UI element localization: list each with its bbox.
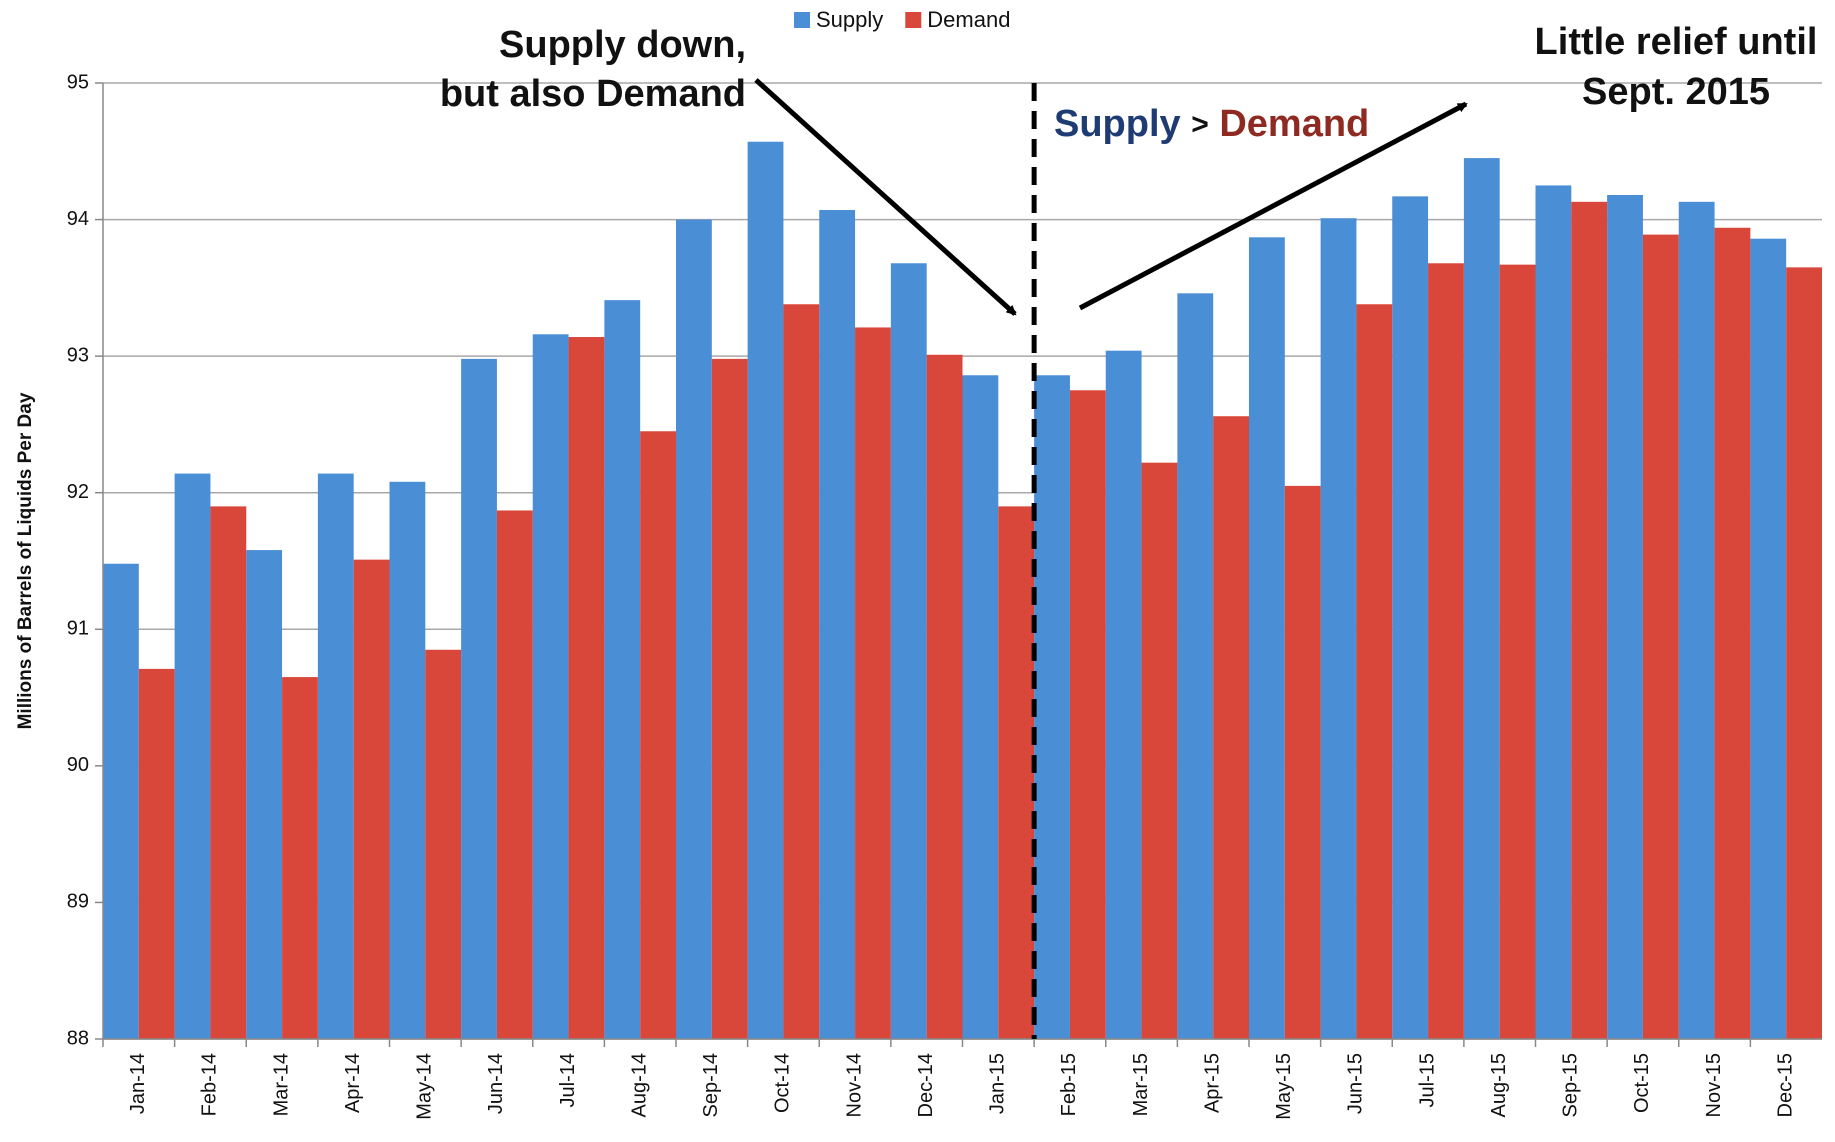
x-tick-label: Jun-15 [1345,1053,1367,1114]
bar [246,550,283,1039]
bar [1607,194,1643,1039]
y-tick-label: 93 [67,344,89,366]
legend-swatch [905,12,922,28]
annotation-part: Demand [1219,103,1369,145]
y-axis-title: Millions of Barrels of Liquids Per Day [15,392,36,729]
bar [1249,237,1285,1040]
bar [353,559,390,1039]
bar [103,563,139,1039]
legend-label: Supply [816,7,883,32]
bar [568,337,605,1040]
x-tick-label: Mar-14 [270,1053,292,1116]
x-tick-label: Sep-14 [700,1053,722,1118]
bar [998,506,1035,1039]
x-tick-label: Aug-14 [628,1053,650,1118]
bar [317,473,354,1039]
bar [1571,201,1608,1039]
bar [1786,267,1822,1039]
x-tick-label: Feb-14 [199,1053,221,1116]
bar [747,141,784,1039]
x-tick-label: Jan-15 [987,1053,1009,1114]
bar [461,358,497,1040]
x-tick-label: Oct-14 [772,1053,794,1113]
bar [604,300,641,1039]
arrow [754,78,1017,316]
bar [174,473,211,1039]
bar [282,677,318,1039]
bar [1320,218,1357,1040]
bar [819,210,856,1040]
bar [855,327,891,1039]
y-tick-label: 95 [67,71,89,93]
x-tick-label: Jan-14 [127,1053,149,1114]
bar [1284,485,1321,1039]
x-tick-label: Apr-15 [1201,1053,1223,1113]
bar [676,219,712,1040]
y-tick-label: 89 [67,891,89,913]
x-tick-label: Jun-14 [485,1053,507,1114]
x-tick-label: Jul-14 [557,1053,579,1107]
plot-area: 88 89 90 91 92 93 94 95 Jan-14 Feb-14 Mar-14 Apr-14… [67,71,1822,1120]
annotation: Sept. 2015 [1582,71,1770,113]
legend-label: Demand [927,7,1010,32]
bar [1714,227,1751,1039]
bar [1392,196,1429,1040]
bar [1213,416,1249,1040]
bar [640,431,676,1039]
bar [425,649,462,1039]
bar [1678,201,1715,1039]
y-tick-label: 92 [67,481,89,503]
x-tick-label: Nov-15 [1703,1053,1725,1117]
bar [532,334,569,1039]
x-tick-label: May-15 [1273,1053,1295,1120]
annotation-part: > [1191,108,1209,141]
bar [1034,375,1070,1040]
bar [1356,304,1393,1039]
bar [1177,293,1214,1039]
bar [783,304,820,1039]
y-tick-label: 90 [67,754,89,776]
x-tick-label: Nov-14 [843,1053,865,1117]
bar [1499,264,1536,1039]
bar [389,481,426,1039]
y-tick-label: 88 [67,1027,89,1049]
y-tick-label: 94 [67,208,89,230]
bar [1642,234,1679,1039]
x-tick-label: Sep-15 [1560,1053,1582,1118]
bar [210,506,247,1039]
x-tick-label: Dec-14 [915,1053,937,1117]
bar [1105,350,1142,1039]
legend-swatch [794,12,810,28]
bar [1428,263,1464,1039]
bar [890,263,927,1039]
bar [1069,390,1106,1039]
x-tick-label: May-14 [414,1053,436,1120]
x-tick-label: Feb-15 [1058,1053,1080,1116]
bar [1141,462,1178,1039]
bar [1750,238,1787,1040]
annotation: Little relief until [1535,21,1818,63]
annotation: but also Demand [440,73,746,115]
annotation: Supply > Demand [1054,103,1369,145]
bar [1535,185,1572,1039]
x-tick-label: Oct-15 [1631,1053,1653,1113]
bar [962,375,999,1040]
y-tick-label: 91 [67,618,89,640]
bar [1463,158,1500,1040]
annotation-part: Supply [1054,103,1181,145]
x-tick-label: Apr-14 [342,1053,364,1113]
arrow [1078,101,1468,311]
annotation: Supply down, [499,24,746,66]
bar [496,510,533,1039]
x-tick-label: Dec-15 [1774,1053,1796,1117]
bar [711,358,748,1040]
x-tick-label: Aug-15 [1488,1053,1510,1118]
bar [926,354,963,1040]
x-tick-label: Jul-15 [1416,1053,1438,1107]
bar [138,668,175,1039]
x-tick-label: Mar-15 [1130,1053,1152,1116]
